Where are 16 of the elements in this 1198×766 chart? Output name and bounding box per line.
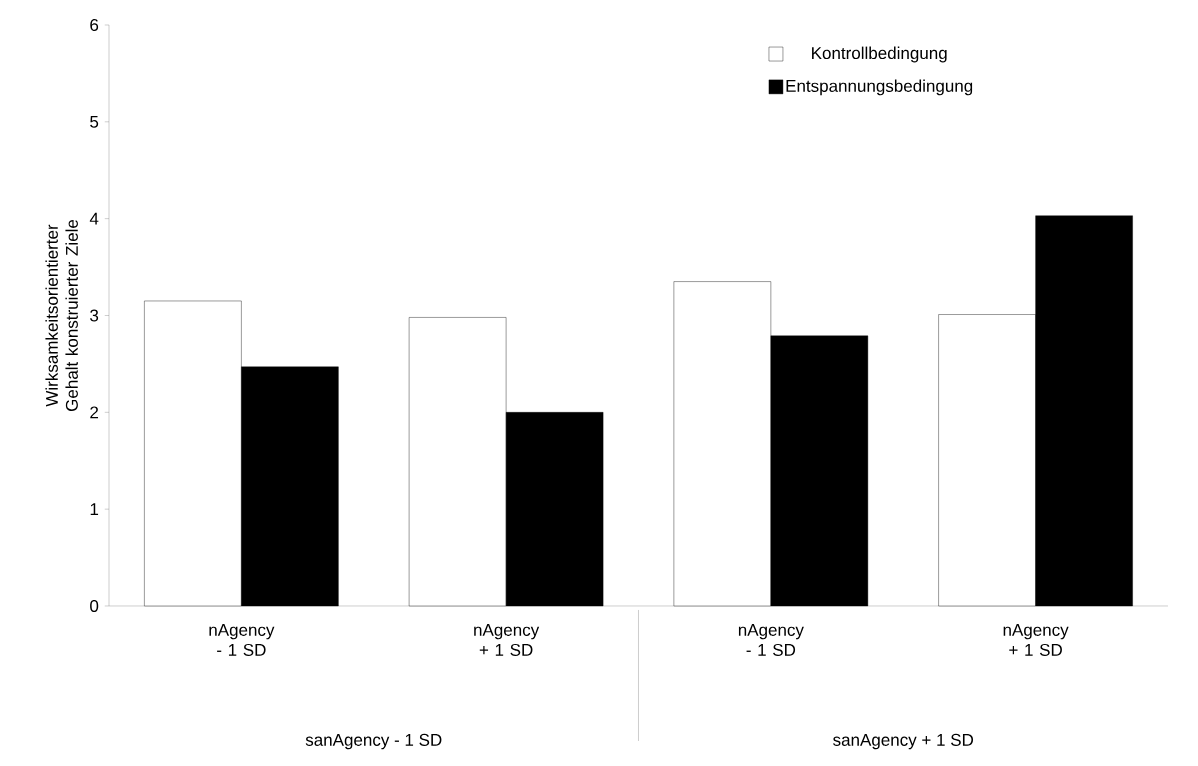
y-tick-label: 2 — [90, 406, 99, 419]
y-tick-label: 6 — [90, 18, 99, 32]
x-tick-label: nAgency - 1 SD — [738, 624, 804, 656]
text: sanAgency - 1 SD — [305, 733, 442, 750]
x-tick-label: nAgency + 1 SD — [1003, 624, 1069, 656]
text: sanAgency + 1 SD — [833, 733, 974, 750]
y-tick-label: 5 — [90, 115, 99, 128]
y-axis-title: Wirksamkeitsorientierter Gehalt konstruierter Ziele — [45, 219, 78, 411]
x-tick-label: nAgency - 1 SD — [209, 624, 275, 656]
y-tick-label: 1 — [90, 503, 99, 515]
y-tick-label: 0 — [90, 599, 99, 613]
legend-label: Kontrollbedingung — [812, 46, 947, 63]
y-tick-label: 3 — [90, 309, 99, 322]
y-tick-label: 4 — [89, 212, 99, 225]
x-tick-label: nAgency + 1 SD — [474, 624, 540, 656]
legend-label: Entspannungsbedingung — [786, 79, 973, 96]
